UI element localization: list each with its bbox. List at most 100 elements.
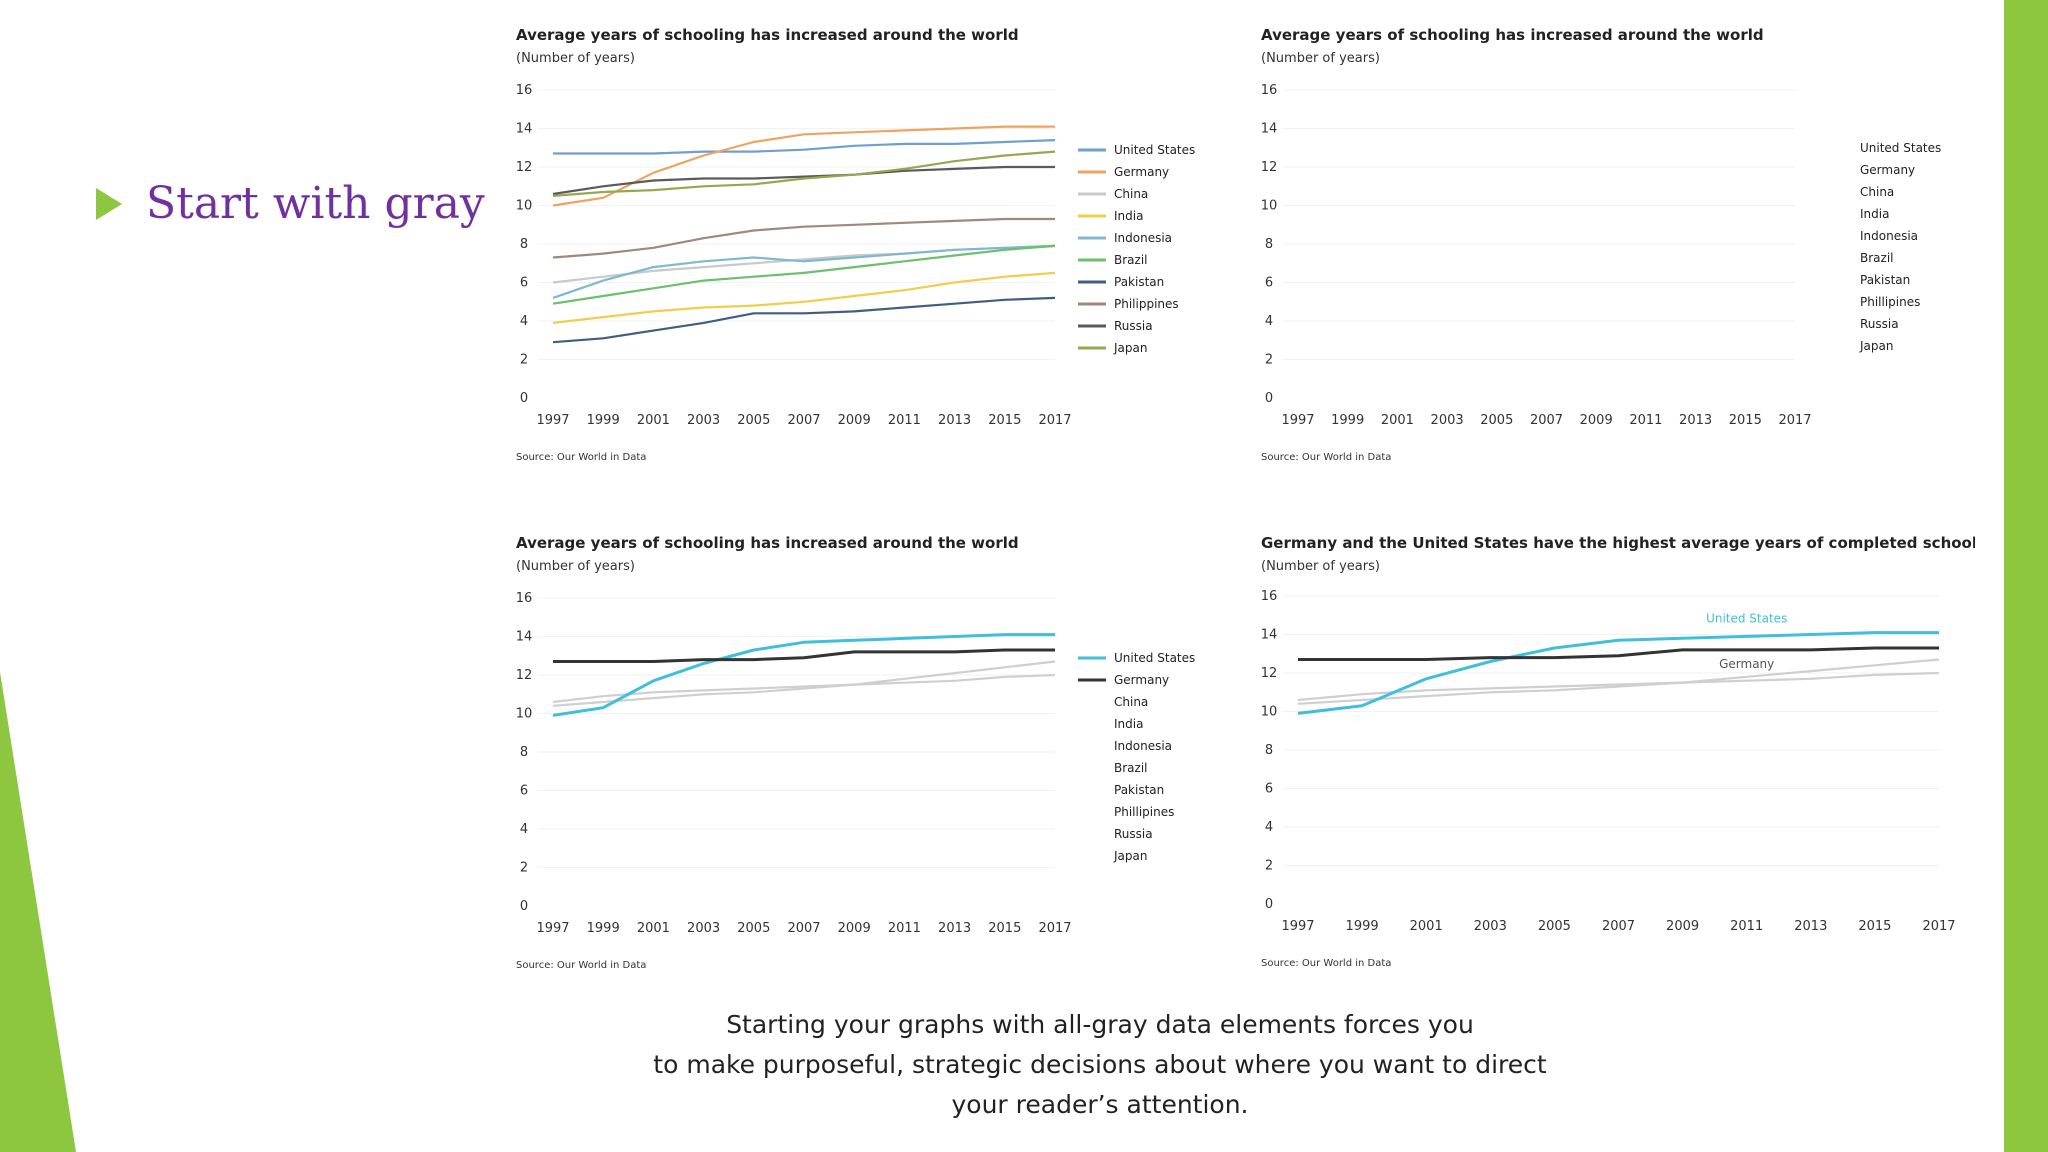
- series-line: [552, 660, 1056, 707]
- series-line: [1298, 646, 1939, 661]
- x-tick-label: 1999: [1346, 919, 1379, 934]
- chart-subtitle: (Number of years): [516, 559, 635, 574]
- y-tick-label: 4: [520, 314, 528, 329]
- y-tick-label: 8: [1265, 237, 1273, 252]
- series-line: [552, 217, 1055, 259]
- x-tick-label: 2011: [1730, 919, 1763, 934]
- x-tick-label: 2015: [1729, 413, 1762, 428]
- series-line: [552, 673, 1056, 704]
- x-tick-label: 2013: [938, 921, 971, 936]
- x-tick-label: 2017: [1038, 413, 1071, 428]
- series-line: [1297, 671, 1940, 702]
- series-line: [553, 648, 1055, 663]
- x-tick-label: 2007: [1530, 413, 1563, 428]
- y-tick-label: 4: [520, 822, 528, 837]
- x-tick-label: 2015: [1858, 919, 1891, 934]
- legend-label: United States: [1114, 143, 1195, 157]
- series-line: [552, 633, 1055, 717]
- x-tick-label: 2011: [888, 921, 921, 936]
- y-tick-label: 6: [520, 784, 528, 799]
- chart-source: Source: Our World in Data: [516, 452, 646, 463]
- legend-label: Brazil: [1114, 253, 1148, 267]
- y-tick-label: 14: [1261, 122, 1278, 137]
- chart-title: Average years of schooling has increased…: [1261, 26, 1764, 44]
- x-tick-label: 2009: [1580, 413, 1613, 428]
- caption-line: your reader’s attention.: [951, 1090, 1249, 1119]
- legend-label: Russia: [1860, 317, 1899, 331]
- x-tick-label: 1999: [587, 921, 620, 936]
- y-tick-label: 10: [1261, 199, 1278, 214]
- y-tick-label: 10: [1261, 705, 1278, 720]
- slide-accent-bar: [2004, 0, 2048, 1152]
- chart-source: Source: Our World in Data: [1261, 958, 1391, 969]
- x-tick-label: 2001: [1381, 413, 1414, 428]
- series-line: [552, 150, 1056, 197]
- legend-label: Pakistan: [1114, 783, 1164, 797]
- y-tick-label: 6: [1265, 276, 1273, 291]
- legend-label: Philippines: [1114, 297, 1179, 311]
- y-tick-label: 6: [520, 276, 528, 291]
- x-tick-label: 2013: [1679, 413, 1712, 428]
- y-tick-label: 2: [1265, 859, 1273, 874]
- legend-label: India: [1114, 209, 1143, 223]
- series-line: [552, 244, 1056, 305]
- y-tick-label: 2: [1265, 353, 1273, 368]
- y-tick-label: 0: [520, 899, 528, 914]
- legend-label: United States: [1860, 141, 1941, 155]
- chart-title: Average years of schooling has increased…: [516, 534, 1019, 552]
- caption-line: Starting your graphs with all-gray data …: [726, 1010, 1474, 1039]
- legend-label: Indonesia: [1114, 231, 1172, 245]
- legend-label: Phillipines: [1860, 295, 1920, 309]
- legend-label: Phillipines: [1114, 805, 1174, 819]
- y-tick-label: 14: [516, 122, 533, 137]
- x-tick-label: 2009: [1666, 919, 1699, 934]
- y-tick-label: 12: [516, 160, 533, 175]
- y-tick-label: 8: [1265, 743, 1273, 758]
- chart-empty: Average years of schooling has increased…: [1261, 26, 1942, 463]
- legend-label: India: [1860, 207, 1889, 221]
- y-tick-label: 14: [1261, 628, 1278, 643]
- annotation-germany: Germany: [1719, 657, 1774, 671]
- y-tick-label: 12: [1261, 666, 1278, 681]
- x-tick-label: 1997: [1281, 919, 1314, 934]
- legend-label: Brazil: [1860, 251, 1894, 265]
- series-line: [552, 244, 1056, 299]
- y-tick-label: 4: [1265, 314, 1273, 329]
- series-line: [552, 165, 1055, 196]
- annotation-us: United States: [1706, 611, 1787, 625]
- x-tick-label: 2005: [1538, 919, 1571, 934]
- y-tick-label: 16: [516, 83, 533, 98]
- slide-accent-wedge: [0, 672, 76, 1152]
- legend-label: Germany: [1114, 165, 1169, 179]
- legend-label: Japan: [1859, 339, 1893, 353]
- y-tick-label: 12: [1261, 160, 1278, 175]
- x-tick-label: 2005: [737, 921, 770, 936]
- series-line: [552, 125, 1055, 207]
- series-line: [553, 139, 1056, 155]
- y-tick-label: 10: [516, 707, 533, 722]
- legend-label: Indonesia: [1860, 229, 1918, 243]
- x-tick-label: 1997: [536, 921, 569, 936]
- series-line: [1297, 631, 1939, 715]
- legend-label: Russia: [1114, 319, 1153, 333]
- x-tick-label: 1999: [587, 413, 620, 428]
- series-line: [1297, 658, 1940, 705]
- y-tick-label: 0: [1265, 391, 1273, 406]
- chart-title: Average years of schooling has increased…: [516, 26, 1019, 44]
- caption-line: to make purposeful, strategic decisions …: [653, 1050, 1547, 1079]
- chart-source: Source: Our World in Data: [1261, 452, 1391, 463]
- y-tick-label: 2: [520, 861, 528, 876]
- y-tick-label: 0: [1265, 897, 1273, 912]
- legend-label: China: [1860, 185, 1894, 199]
- x-tick-label: 2017: [1038, 921, 1071, 936]
- x-tick-label: 1997: [536, 413, 569, 428]
- legend-label: India: [1114, 717, 1143, 731]
- x-tick-label: 2011: [888, 413, 921, 428]
- legend-label: Pakistan: [1114, 275, 1164, 289]
- y-tick-label: 16: [1261, 83, 1278, 98]
- x-tick-label: 2009: [838, 413, 871, 428]
- x-tick-label: 2013: [1794, 919, 1827, 934]
- legend-label: Brazil: [1114, 761, 1148, 775]
- bullet-text: Start with gray: [146, 178, 485, 229]
- x-tick-label: 1999: [1331, 413, 1364, 428]
